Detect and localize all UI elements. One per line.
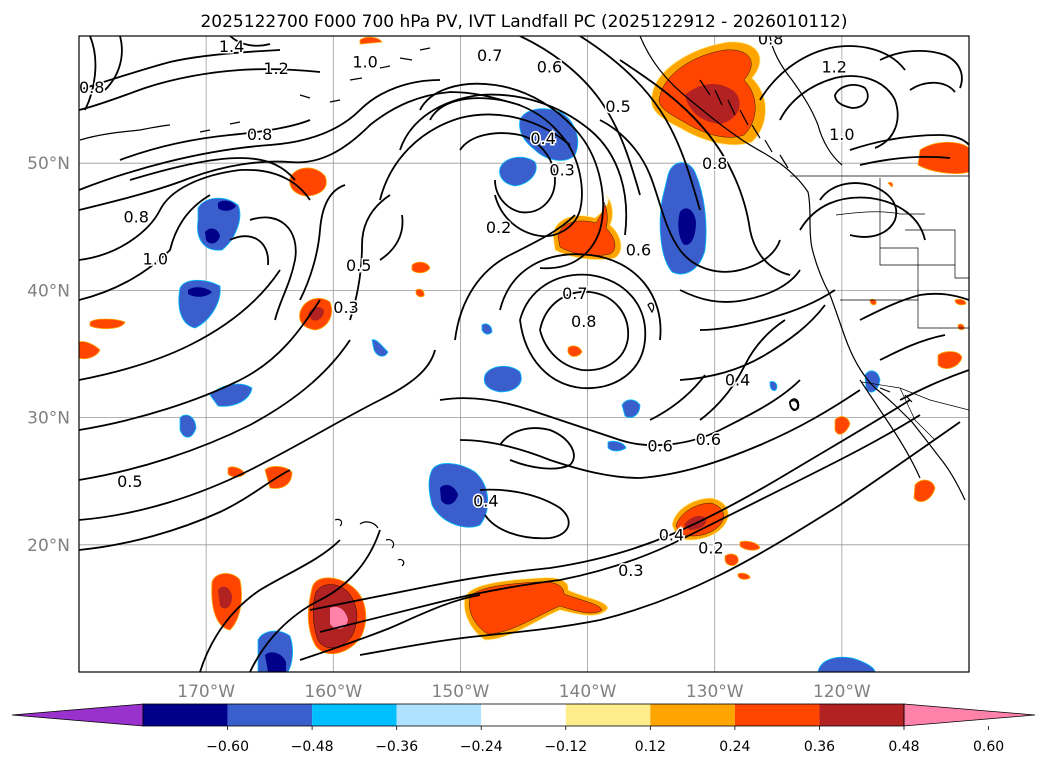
- colorbar-outline: [142, 703, 905, 727]
- lat-tick-label: 20°N: [27, 536, 70, 556]
- contour-label: 0.3: [618, 561, 643, 580]
- colorbar-segment: [227, 704, 313, 726]
- contour-label: 1.4: [219, 37, 244, 56]
- colorbar-segment: [312, 704, 397, 726]
- contour-label: 1.2: [263, 59, 288, 78]
- contour-label: 0.5: [605, 97, 630, 116]
- colorbar-tick-label: −0.24: [460, 739, 503, 755]
- colorbar-tick-label: −0.60: [206, 739, 249, 755]
- colorbar-extend-min: [11, 703, 144, 727]
- negative-anomaly-south: [257, 323, 881, 672]
- colorbar-tick-label: −0.12: [544, 739, 587, 755]
- contour-labels: 1.4 1.0 1.2 0.8 0.8 1.0 0.5 0.3 0.4 0.3 0.2 0.7 0.8 0…: [79, 30, 856, 582]
- contour-label: 0.6: [647, 437, 672, 456]
- contour-label: 0.3: [333, 298, 358, 317]
- contour-label: 0.7: [477, 46, 502, 65]
- map-title: 2025122700 F000 700 hPa PV, IVT Landfall…: [200, 12, 847, 32]
- contour-label: 0.8: [702, 154, 727, 173]
- lat-tick-label: 50°N: [27, 154, 70, 174]
- map-background: [79, 36, 969, 672]
- negative-anomaly-central-north: [499, 108, 579, 187]
- lon-tick-label: 150°W: [432, 682, 490, 702]
- contour-label: 0.4: [659, 526, 684, 545]
- contour-label: 0.6: [537, 58, 562, 77]
- political-borders: [790, 175, 969, 441]
- contour-label: 0.5: [346, 256, 371, 275]
- colorbar-segment: [650, 704, 735, 726]
- contour-label: 0.8: [79, 78, 104, 97]
- colorbar-segment: [819, 704, 904, 726]
- contour-label: 0.8: [758, 30, 783, 49]
- lon-tick-label: 120°W: [813, 682, 871, 702]
- contour-label: 0.2: [486, 218, 511, 237]
- colorbar: −0.60 −0.48 −0.36 −0.24 −0.12 0.12 0.24 0.36 0.4…: [11, 703, 1036, 755]
- contour-label: 0.8: [123, 208, 148, 227]
- negative-anomaly-west: [178, 197, 253, 438]
- contour-label: 0.4: [530, 129, 555, 148]
- shaded-anomalies: [79, 36, 969, 672]
- colorbar-tick-label: 0.48: [888, 739, 919, 755]
- longitude-tick-labels: 170°W 160°W 150°W 140°W 130°W 120°W: [177, 682, 871, 702]
- colorbar-segment: [143, 704, 228, 726]
- contour-label: 0.8: [571, 312, 596, 331]
- colorbar-segment: [565, 704, 651, 726]
- map-area: 1.4 1.0 1.2 0.8 0.8 1.0 0.5 0.3 0.4 0.3 0.2 0.7 0.8 0…: [78, 30, 970, 673]
- lon-tick-label: 140°W: [559, 682, 617, 702]
- contour-label: 0.4: [725, 370, 750, 389]
- lon-tick-label: 130°W: [686, 682, 744, 702]
- contour-label: 1.0: [352, 52, 377, 71]
- contour-label: 0.8: [247, 125, 272, 144]
- contour-label: 0.7: [562, 284, 587, 303]
- contour-label: 1.2: [822, 58, 847, 77]
- latitude-tick-labels: 50°N 40°N 30°N 20°N: [27, 154, 70, 556]
- lon-tick-label: 170°W: [177, 682, 235, 702]
- colorbar-segment: [481, 704, 566, 726]
- positive-anomaly-hawaii: [211, 573, 367, 654]
- lat-tick-label: 30°N: [27, 409, 70, 429]
- contour-label: 1.0: [829, 125, 854, 144]
- lon-tick-label: 160°W: [304, 682, 362, 702]
- colorbar-segments: [11, 703, 1036, 727]
- contour-label: 0.6: [696, 430, 721, 449]
- colorbar-segment: [396, 704, 482, 726]
- colorbar-tick-label: −0.36: [375, 739, 418, 755]
- colorbar-tick-label: 0.36: [804, 739, 835, 755]
- contour-label: 1.0: [143, 250, 168, 269]
- coastlines: [79, 36, 966, 567]
- colorbar-extend-max: [903, 703, 1036, 727]
- contour-label: 0.4: [473, 491, 498, 510]
- lat-tick-label: 40°N: [27, 281, 70, 301]
- map-frame: [78, 35, 970, 673]
- colorbar-segment: [734, 704, 820, 726]
- positive-anomaly-subtropical-band: [463, 497, 729, 641]
- colorbar-tick-label: −0.48: [291, 739, 334, 755]
- colorbar-tick-label: 0.24: [719, 739, 750, 755]
- contour-label: 0.2: [698, 538, 723, 557]
- colorbar-tick-label: 0.60: [973, 739, 1004, 755]
- contour-label: 0.3: [549, 161, 574, 180]
- positive-anomaly-central: [552, 195, 622, 260]
- pv-contours: [79, 36, 969, 672]
- contour-label: 0.6: [626, 241, 651, 260]
- colorbar-tick-label: 0.12: [635, 739, 666, 755]
- colorbar-tick-labels: −0.60 −0.48 −0.36 −0.24 −0.12 0.12 0.24 0.36 0.4…: [206, 726, 1004, 755]
- contour-label: 0.5: [117, 472, 142, 491]
